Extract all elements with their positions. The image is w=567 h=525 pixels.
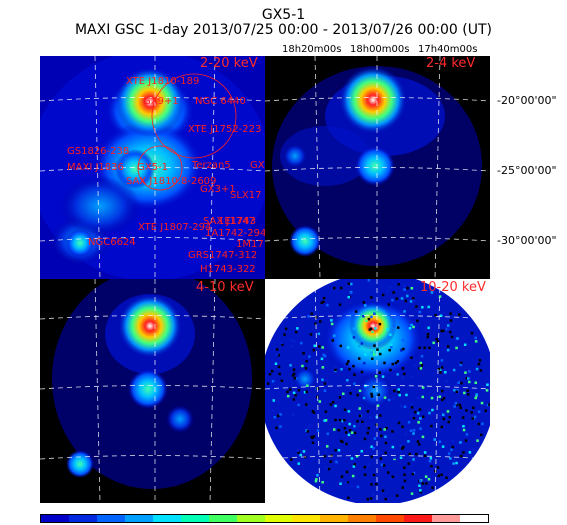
source-label: GX9+1	[143, 96, 179, 107]
ra-label-1820: 18h20m00s	[282, 44, 342, 55]
color-scale-swatch	[236, 515, 265, 522]
source-label: 1M17	[236, 239, 264, 250]
color-scale-swatch	[41, 515, 69, 522]
panel-10-20kev: 10-20 keV	[265, 279, 490, 503]
color-scale-swatch	[264, 515, 293, 522]
source-label: SAX J1747	[203, 216, 255, 227]
panel-2-20kev-image	[40, 56, 265, 279]
color-scale-swatch	[152, 515, 181, 522]
image-title: GX5-1	[261, 7, 306, 23]
color-scale-swatch	[68, 515, 97, 522]
color-scale-swatch	[376, 515, 405, 522]
source-label: 1A1742-294	[205, 228, 265, 239]
color-scale-bar	[40, 514, 489, 523]
band-label-10-20kev: 10-20 keV	[420, 280, 486, 295]
panel-2-4kev-image	[265, 56, 490, 279]
panel-2-20kev: 2-20 keV XTE J1810-189 GX9+1 NGC 6440 XT…	[40, 56, 265, 279]
source-label: NGC6624	[88, 237, 136, 248]
color-scale-swatch	[320, 515, 349, 522]
band-label-4-10kev: 4-10 keV	[196, 280, 254, 295]
source-label: GX3+1	[200, 184, 236, 195]
ra-label-1800: 18h00m00s	[350, 44, 410, 55]
image-subtitle: MAXI GSC 1-day 2013/07/25 00:00 - 2013/0…	[74, 22, 493, 38]
source-label: GRS1747-312	[188, 250, 258, 261]
color-scale-swatch	[208, 515, 237, 522]
band-label-2-4kev: 2-4 keV	[426, 56, 476, 71]
source-label: MAXI J1836	[67, 162, 124, 173]
source-label: H1743-322	[200, 264, 256, 275]
color-scale-swatch	[404, 515, 433, 522]
source-label: 1E1743	[218, 216, 257, 227]
color-scale-swatch	[348, 515, 377, 522]
source-label: Terzan5	[192, 160, 231, 171]
source-label: XTE J1810-189	[126, 76, 200, 87]
source-label: XTE J1807-294	[138, 222, 212, 233]
source-label: SLX17	[230, 190, 262, 201]
color-scale-swatch	[124, 515, 153, 522]
color-scale-swatch	[180, 515, 209, 522]
panel-2-4kev: 2-4 keV	[265, 56, 490, 279]
dec-label-25: -25°00'00"	[497, 164, 557, 177]
panel-4-10kev-image	[40, 279, 265, 503]
dec-label-20: -20°00'00"	[497, 94, 557, 107]
source-label: NGC 6440	[195, 96, 246, 107]
color-scale-swatch	[292, 515, 321, 522]
band-label-2-20kev: 2-20 keV	[200, 56, 258, 71]
source-label: SAX J1810.8-2609	[126, 176, 217, 187]
panel-10-20kev-image	[265, 279, 490, 503]
source-label: GS1826-238	[67, 146, 130, 157]
panel-4-10kev: 4-10 keV	[40, 279, 265, 503]
source-label: GX	[250, 160, 265, 171]
color-scale-swatch	[96, 515, 125, 522]
color-scale-swatch	[432, 515, 461, 522]
dec-label-30: -30°00'00"	[497, 234, 557, 247]
source-label: GX5-1	[137, 162, 168, 173]
color-scale-swatch	[460, 515, 488, 522]
source-label: XTE J1752-223	[188, 124, 262, 135]
ra-label-1740: 17h40m00s	[418, 44, 478, 55]
